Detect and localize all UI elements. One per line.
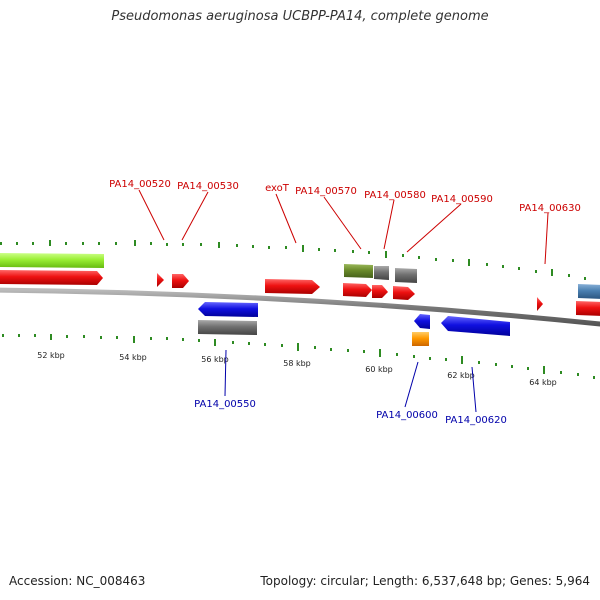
feature-steelblue-gene[interactable] [578, 284, 600, 299]
label-PA14-00630[interactable]: PA14_00630 [519, 203, 581, 214]
genome-summary-text: Topology: circular; Length: 6,537,648 bp… [260, 574, 590, 588]
accession-text: Accession: NC_008463 [9, 574, 146, 588]
feature-PA14-00570-red[interactable] [343, 283, 372, 297]
tick-label-64: 64 kbp [529, 378, 557, 387]
label-PA14-00550[interactable]: PA14_00550 [194, 399, 256, 410]
kbp-tick-labels: 52 kbp 54 kbp 56 kbp 58 kbp 60 kbp 62 kb… [37, 351, 557, 387]
feature-PA14-00570-olive[interactable] [344, 264, 373, 278]
label-PA14-00600[interactable]: PA14_00600 [376, 410, 438, 421]
feature-PA14-00620[interactable] [441, 316, 510, 336]
label-PA14-00530[interactable]: PA14_00530 [177, 181, 239, 192]
feature-PA14-00600-blue[interactable] [414, 314, 430, 329]
feature-gray-gene-1[interactable] [374, 266, 389, 280]
feature-lime-gene[interactable] [0, 253, 104, 268]
label-PA14-00620[interactable]: PA14_00620 [445, 415, 507, 426]
page-title: Pseudomonas aeruginosa UCBPP-PA14, compl… [111, 9, 489, 24]
genome-backbone [0, 287, 600, 327]
feature-gray-gene-2[interactable] [395, 268, 417, 283]
label-PA14-00580[interactable]: PA14_00580 [364, 190, 426, 201]
inner-tick-track [2, 334, 595, 379]
tick-label-52: 52 kbp [37, 351, 65, 360]
feature-PA14-00550-gray[interactable] [198, 320, 257, 335]
label-PA14-00570[interactable]: PA14_00570 [295, 186, 357, 197]
tick-label-62: 62 kbp [447, 371, 475, 380]
feature-red-gene-large[interactable] [0, 270, 103, 285]
feature-red-gene-small-2[interactable] [172, 274, 189, 288]
feature-PA14-00600-orange[interactable] [412, 332, 429, 346]
reverse-strand-features [198, 302, 510, 346]
feature-red-gene-small-1[interactable] [157, 273, 164, 287]
forward-gene-labels: PA14_00520 PA14_00530 exoT PA14_00570 PA… [109, 179, 581, 214]
feature-PA14-00580-red[interactable] [372, 285, 388, 298]
reverse-gene-labels: PA14_00550 PA14_00600 PA14_00620 [194, 399, 507, 426]
tick-label-54: 54 kbp [119, 353, 147, 362]
tick-label-60: 60 kbp [365, 365, 393, 374]
forward-strand-features [0, 253, 600, 316]
tick-label-58: 58 kbp [283, 359, 311, 368]
outer-tick-track [0, 240, 586, 280]
feature-exoT[interactable] [265, 279, 320, 294]
feature-red-gene-edge[interactable] [576, 301, 600, 316]
feature-PA14-00550-blue[interactable] [198, 302, 258, 317]
forward-label-leaders [138, 189, 549, 265]
label-exoT[interactable]: exoT [265, 183, 290, 194]
label-PA14-00590[interactable]: PA14_00590 [431, 194, 493, 205]
reverse-label-leaders [224, 349, 477, 413]
feature-PA14-00590-red[interactable] [393, 286, 415, 300]
label-PA14-00520[interactable]: PA14_00520 [109, 179, 171, 190]
tick-label-56: 56 kbp [201, 355, 229, 364]
feature-PA14-00630[interactable] [537, 297, 543, 311]
